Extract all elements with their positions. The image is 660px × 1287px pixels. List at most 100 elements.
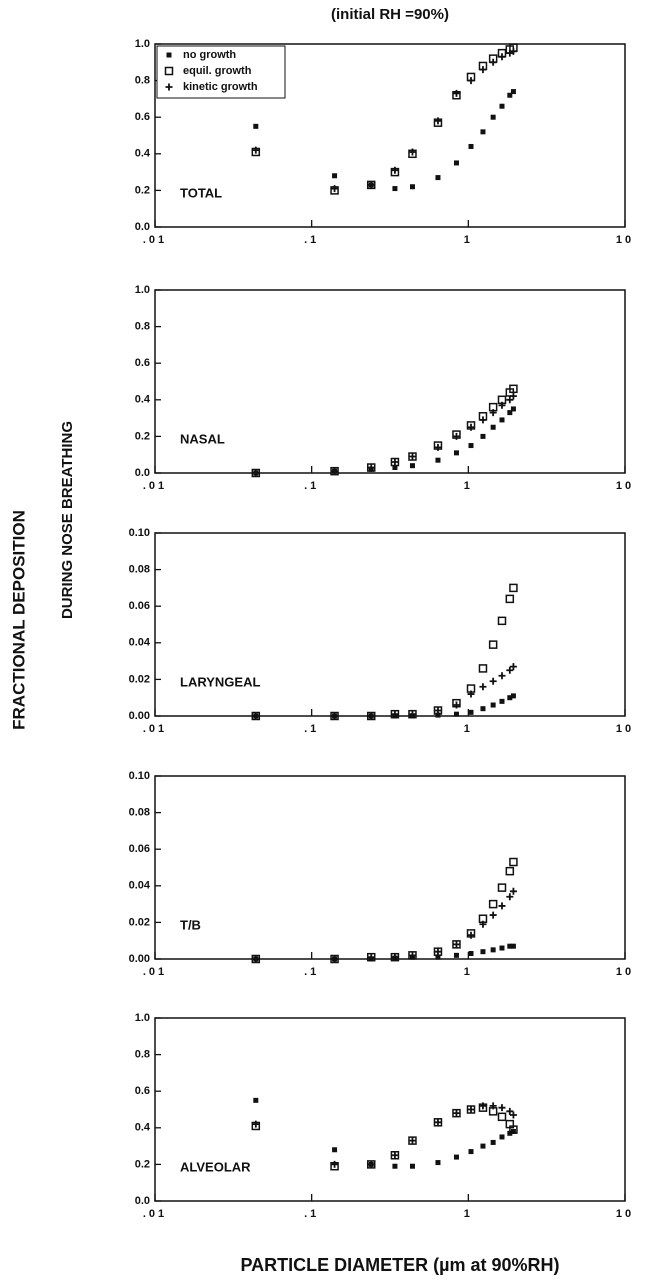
y-tick-label: 0.0 (135, 221, 150, 233)
x-tick-label: .01 (143, 234, 167, 246)
point (497, 616, 507, 626)
point (392, 465, 398, 471)
x-tick-label: 1 (464, 723, 473, 735)
point (490, 424, 496, 430)
point (453, 1154, 459, 1160)
point (478, 664, 488, 673)
y-axis-label-2: DURING NOSE BREATHING (59, 421, 76, 619)
plot-frame (154, 1017, 626, 1202)
figure-title: (initial RH =90%) (331, 6, 449, 23)
point (490, 1139, 496, 1145)
point (509, 583, 518, 593)
point (498, 401, 506, 409)
y-tick-label: 0.00 (129, 953, 150, 965)
panel-label: TOTAL (180, 185, 222, 200)
point (498, 902, 506, 910)
y-tick-label: 0.6 (135, 357, 150, 369)
point (253, 123, 259, 129)
point (435, 712, 441, 718)
y-tick-label: 0.02 (129, 916, 150, 928)
point (252, 146, 260, 154)
y-tick-label: 0.4 (135, 1122, 151, 1134)
x-tick-label: .1 (304, 966, 319, 978)
point (331, 1160, 339, 1168)
point (510, 1128, 516, 1134)
point (252, 1120, 260, 1128)
point (332, 1147, 338, 1153)
point (453, 450, 459, 456)
point (453, 952, 459, 958)
point (480, 129, 486, 135)
point (510, 406, 516, 412)
x-tick-label: .1 (304, 723, 319, 735)
point (489, 911, 497, 919)
point (452, 940, 460, 948)
x-tick-label: 10 (616, 723, 634, 735)
point (507, 92, 513, 98)
point (509, 1111, 517, 1119)
point (489, 58, 497, 66)
panel-label: T/B (180, 917, 201, 932)
point (253, 1097, 259, 1103)
x-tick-label: 1 (464, 480, 473, 492)
y-tick-label: 0.2 (135, 1158, 150, 1170)
point (509, 1125, 518, 1134)
point (498, 672, 506, 680)
legend-box (156, 45, 286, 99)
point (252, 469, 260, 477)
x-tick-label: 10 (616, 480, 634, 492)
y-tick-label: 0.6 (135, 1085, 150, 1097)
point (467, 1106, 475, 1113)
point (479, 1102, 487, 1110)
y-tick-label: 0.06 (129, 600, 150, 612)
point (252, 955, 260, 963)
point (506, 49, 514, 57)
point (509, 392, 517, 400)
legend-label: kinetic growth (183, 81, 258, 93)
plot-frame (154, 43, 626, 228)
point (467, 931, 475, 939)
x-tick-label: 10 (616, 1208, 634, 1220)
point (489, 409, 497, 417)
point (435, 954, 441, 960)
point (434, 1118, 442, 1126)
point (467, 423, 475, 431)
y-tick-label: 0.6 (135, 111, 150, 123)
point (453, 160, 459, 166)
point (434, 948, 442, 956)
point (409, 1163, 415, 1169)
x-tick-label: .01 (143, 480, 167, 492)
point (468, 709, 474, 715)
x-tick-label: .1 (304, 480, 319, 492)
point (408, 1137, 416, 1145)
point (497, 883, 507, 892)
point (510, 89, 516, 95)
y-tick-label: 0.00 (129, 710, 150, 722)
point (367, 464, 375, 472)
point (391, 953, 399, 961)
legend-marker (165, 83, 173, 91)
y-tick-label: 0.8 (135, 321, 150, 333)
legend-label: equil. growth (183, 65, 252, 77)
point (510, 693, 516, 699)
y-tick-label: 0.2 (135, 184, 150, 196)
y-tick-label: 0.8 (135, 75, 150, 87)
y-tick-label: 0.0 (135, 1195, 150, 1207)
point (509, 384, 518, 394)
plot-frame (154, 775, 626, 960)
point (409, 184, 415, 190)
legend-label: no growth (183, 49, 236, 61)
point (480, 949, 486, 955)
point (331, 955, 339, 963)
point (408, 951, 416, 959)
point (367, 1160, 375, 1168)
point (468, 443, 474, 449)
point (391, 166, 399, 174)
point (506, 893, 514, 901)
y-tick-label: 0.4 (135, 394, 151, 406)
point (509, 857, 518, 867)
point (499, 1134, 505, 1140)
point (408, 453, 416, 461)
point (480, 433, 486, 439)
